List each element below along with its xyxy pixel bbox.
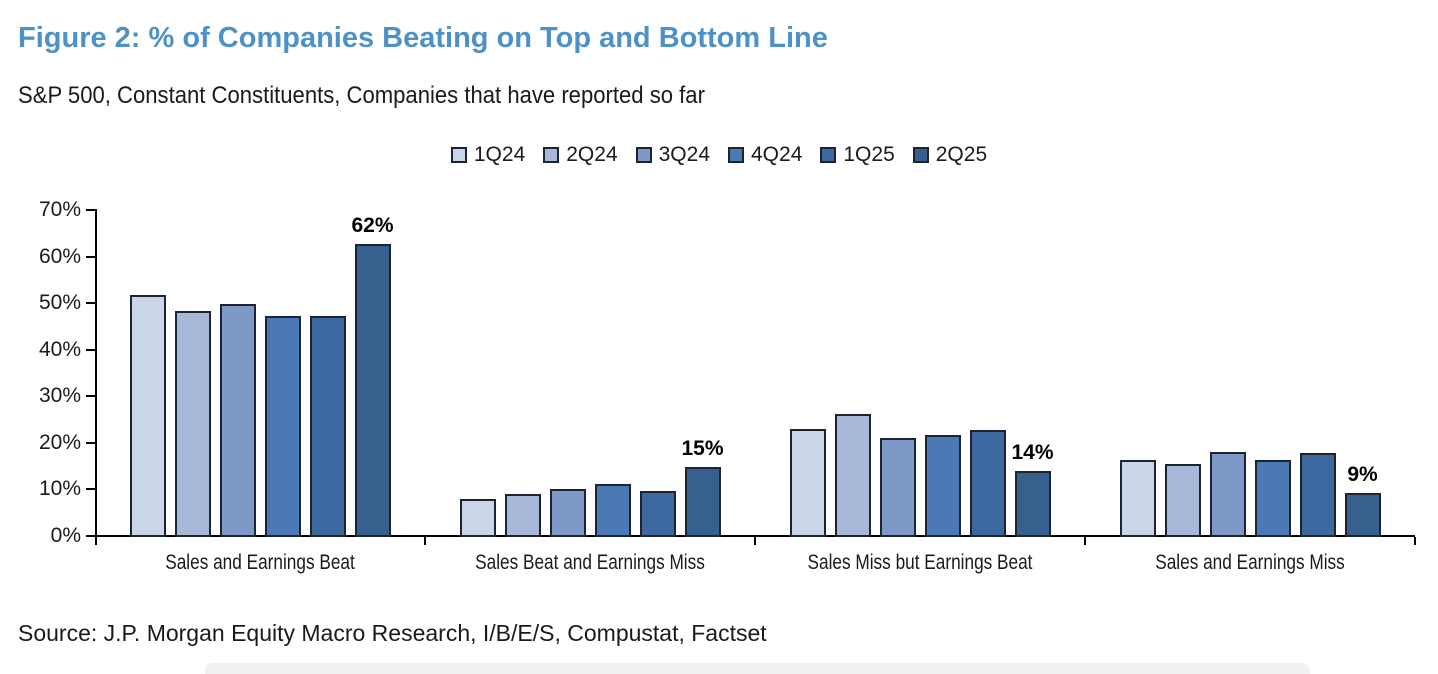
y-axis-tick xyxy=(86,441,95,444)
legend-item-3q24: 3Q24 xyxy=(635,143,710,167)
bar-group: 15% xyxy=(459,209,724,537)
y-axis-tick-label: 70% xyxy=(38,198,81,221)
bar-2q24 xyxy=(1164,464,1201,537)
y-axis-tick-label: 30% xyxy=(38,384,81,408)
bar-2q24 xyxy=(174,311,211,537)
bar-3q24 xyxy=(1209,452,1246,537)
legend-label: 2Q24 xyxy=(566,143,618,166)
bar-value-label: 15% xyxy=(681,437,724,460)
legend-item-4q24: 4Q24 xyxy=(728,143,802,167)
bar-1q25 xyxy=(309,316,346,537)
y-axis-tick-label: 50% xyxy=(38,291,81,315)
bar-4q24 xyxy=(1254,460,1291,537)
y-axis-tick-label: 0% xyxy=(50,524,81,547)
figure-subtitle: S&P 500, Constant Constituents, Companie… xyxy=(18,82,705,109)
y-axis-tick-label: 20% xyxy=(38,430,81,454)
bar-2q25: 15% xyxy=(681,437,724,537)
y-axis-tick xyxy=(86,255,95,258)
legend-label: 3Q24 xyxy=(658,143,710,166)
bar-1q24 xyxy=(129,295,166,537)
legend-label: 2Q25 xyxy=(935,143,988,166)
legend-swatch-icon xyxy=(820,147,837,163)
bar-1q25 xyxy=(969,430,1006,537)
bar-2q25: 14% xyxy=(1011,441,1054,537)
x-axis-tick xyxy=(424,537,426,545)
bar-chart: 0% 10% 20% 30% 40% 50% 60% 70% 62% Sales and Earn… xyxy=(39,198,1416,574)
bar-3q24 xyxy=(879,438,916,537)
bar-2q25: 9% xyxy=(1344,463,1381,537)
bar-value-label: 14% xyxy=(1011,441,1054,464)
bar-group: 62% xyxy=(129,209,394,537)
bar-group: 9% xyxy=(1119,209,1381,537)
bar-3q24 xyxy=(549,489,586,537)
legend-swatch-icon xyxy=(543,147,560,163)
legend-label: 1Q24 xyxy=(473,143,526,166)
category-label: Sales Beat and Earnings Miss xyxy=(475,551,705,574)
x-axis-line xyxy=(95,535,1415,537)
bar-group: 14% xyxy=(789,209,1054,537)
bar-4q24 xyxy=(594,484,631,537)
legend-swatch-icon xyxy=(728,147,744,163)
y-axis-tick xyxy=(86,535,95,537)
bar-1q25 xyxy=(639,491,676,537)
y-axis-tick-label: 40% xyxy=(38,337,81,361)
bar-2q24 xyxy=(504,494,541,537)
legend-item-1q24: 1Q24 xyxy=(450,143,526,167)
figure-title: Figure 2: % of Companies Beating on Top … xyxy=(18,22,828,54)
y-axis-line xyxy=(95,209,97,545)
x-axis-tick xyxy=(1084,537,1086,545)
source-note: Source: J.P. Morgan Equity Macro Researc… xyxy=(18,620,767,646)
y-axis-tick xyxy=(86,348,95,351)
legend-swatch-icon xyxy=(635,147,652,163)
category-label: Sales and Earnings Beat xyxy=(165,551,355,574)
legend-item-2q24: 2Q24 xyxy=(543,143,618,167)
y-axis-tick xyxy=(86,209,95,211)
x-axis-tick xyxy=(1414,537,1416,545)
bottom-scrollbar-strip xyxy=(205,663,1310,674)
bar-value-label: 9% xyxy=(1347,463,1378,486)
legend-item-2q25: 2Q25 xyxy=(912,143,988,167)
category-label: Sales and Earnings Miss xyxy=(1155,551,1345,574)
y-axis-tick-label: 60% xyxy=(38,244,81,268)
bar-1q25 xyxy=(1299,453,1336,537)
bar-2q24 xyxy=(834,414,871,537)
y-axis-tick-label: 10% xyxy=(38,477,81,501)
bar-1q24 xyxy=(459,499,496,537)
legend-swatch-icon xyxy=(912,147,929,163)
y-axis-tick xyxy=(86,395,95,398)
bar-3q24 xyxy=(219,304,256,537)
category-label: Sales Miss but Earnings Beat xyxy=(807,551,1033,574)
legend-swatch-icon xyxy=(450,147,467,163)
x-axis-tick xyxy=(754,537,756,545)
chart-legend: 1Q24 2Q24 3Q24 4Q24 1Q25 2Q25 xyxy=(0,143,1438,167)
y-axis-tick xyxy=(86,488,95,491)
bar-1q24 xyxy=(789,429,826,537)
bar-1q24 xyxy=(1119,460,1156,537)
bar-4q24 xyxy=(264,316,301,537)
bar-2q25: 62% xyxy=(351,214,394,537)
legend-item-1q25: 1Q25 xyxy=(820,143,895,167)
legend-label: 1Q25 xyxy=(843,143,895,166)
bar-value-label: 62% xyxy=(351,214,394,237)
bar-4q24 xyxy=(924,435,961,537)
legend-label: 4Q24 xyxy=(751,143,803,166)
y-axis-tick xyxy=(86,302,95,305)
